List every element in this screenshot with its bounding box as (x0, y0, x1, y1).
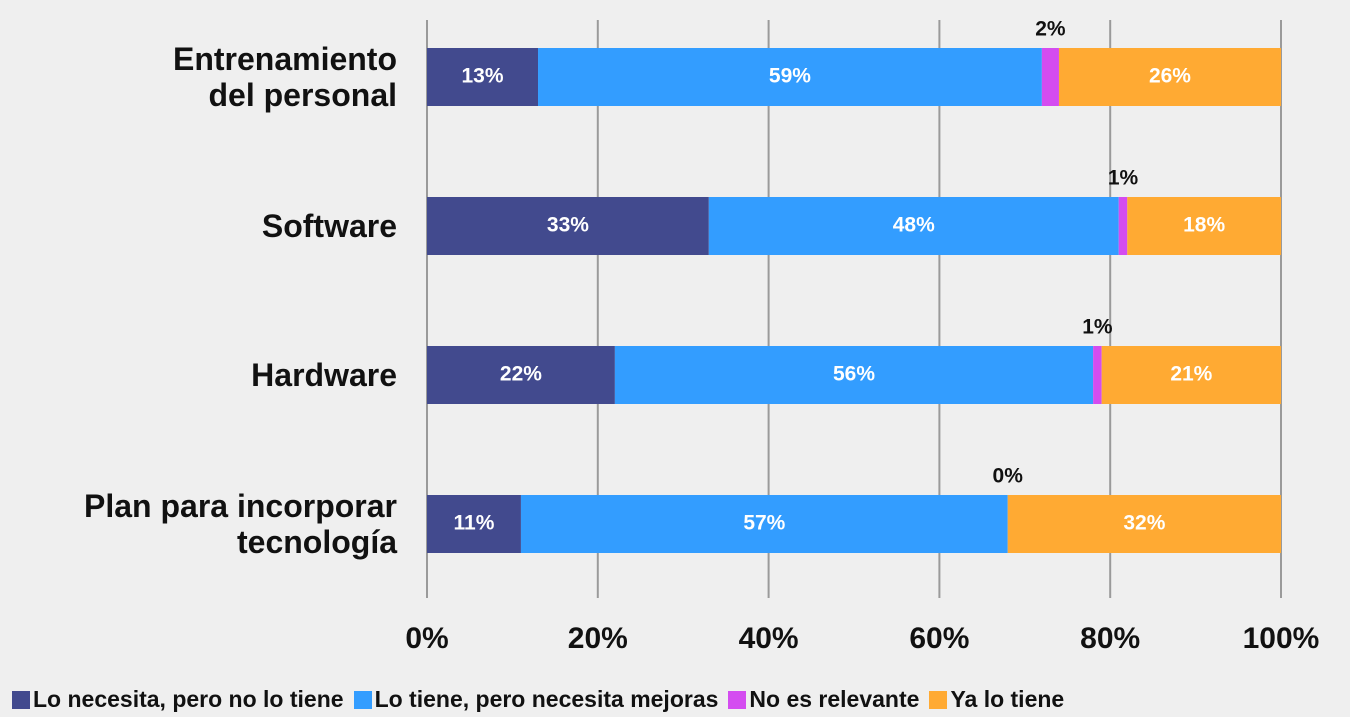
data-label: 0% (993, 465, 1024, 488)
legend-item: Lo necesita, pero no lo tiene (12, 686, 344, 713)
x-tick-label: 100% (1243, 622, 1320, 655)
legend-swatch (929, 690, 948, 709)
bar-segment (1127, 197, 1281, 255)
category-label: Software (261, 208, 397, 244)
bar-segment (427, 48, 539, 106)
legend-swatch (12, 690, 30, 709)
data-label: 57% (743, 512, 785, 535)
legend-label: Ya lo tiene (950, 686, 1065, 712)
data-label: 2% (1035, 18, 1066, 41)
bar-segment (1093, 346, 1102, 404)
data-label: 26% (1149, 65, 1191, 88)
chart: 0% 20% 40% 60% 80% 100% 13% 59% 2% 26% 33% 48% 1% 18%… (405, 18, 1320, 655)
data-label: 18% (1183, 214, 1225, 237)
x-tick-label: 80% (1080, 622, 1140, 655)
category-label: Plan para incorporar tecnología (84, 488, 397, 560)
legend-item: Ya lo tiene (929, 686, 1064, 713)
data-label: 1% (1108, 167, 1139, 190)
x-tick-label: 60% (909, 622, 969, 655)
bar-segment (1101, 346, 1281, 404)
data-label: 21% (1170, 363, 1212, 386)
legend-item: No es relevante (728, 686, 919, 713)
x-tick-label: 20% (568, 622, 628, 655)
data-label: 13% (461, 65, 503, 88)
data-label: 32% (1123, 512, 1165, 535)
bar-segment (1058, 48, 1281, 106)
data-label: 56% (833, 363, 875, 386)
legend-label: No es relevante (749, 686, 920, 712)
data-label: 33% (547, 214, 589, 237)
data-label: 48% (893, 214, 935, 237)
bar-segment (1041, 48, 1059, 106)
x-tick-label: 0% (405, 622, 448, 655)
bar-segment (1118, 197, 1128, 255)
bar-segment (1007, 495, 1281, 553)
data-label: 1% (1082, 316, 1113, 339)
legend-swatch (353, 690, 372, 709)
legend: Lo necesita, pero no lo tiene Lo tiene, p… (12, 686, 1064, 713)
legend-item: Lo tiene, pero necesita mejoras (353, 686, 719, 713)
legend-label: Lo necesita, pero no lo tiene (33, 686, 344, 712)
bar-segment (427, 197, 709, 255)
bar-segment (427, 346, 615, 404)
bar-segment (520, 495, 1008, 553)
bar-segment (614, 346, 1094, 404)
category-label: Entrenamiento del personal (172, 41, 397, 113)
data-label: 22% (500, 363, 542, 386)
bar-segment (538, 48, 1042, 106)
x-tick-label: 40% (739, 622, 799, 655)
data-label: 59% (769, 65, 811, 88)
bar-segment (708, 197, 1119, 255)
data-label: 11% (454, 512, 495, 535)
bar-segment (427, 495, 521, 553)
legend-swatch (728, 690, 747, 709)
legend-label: Lo tiene, pero necesita mejoras (374, 686, 719, 712)
category-label: Hardware (251, 357, 397, 393)
